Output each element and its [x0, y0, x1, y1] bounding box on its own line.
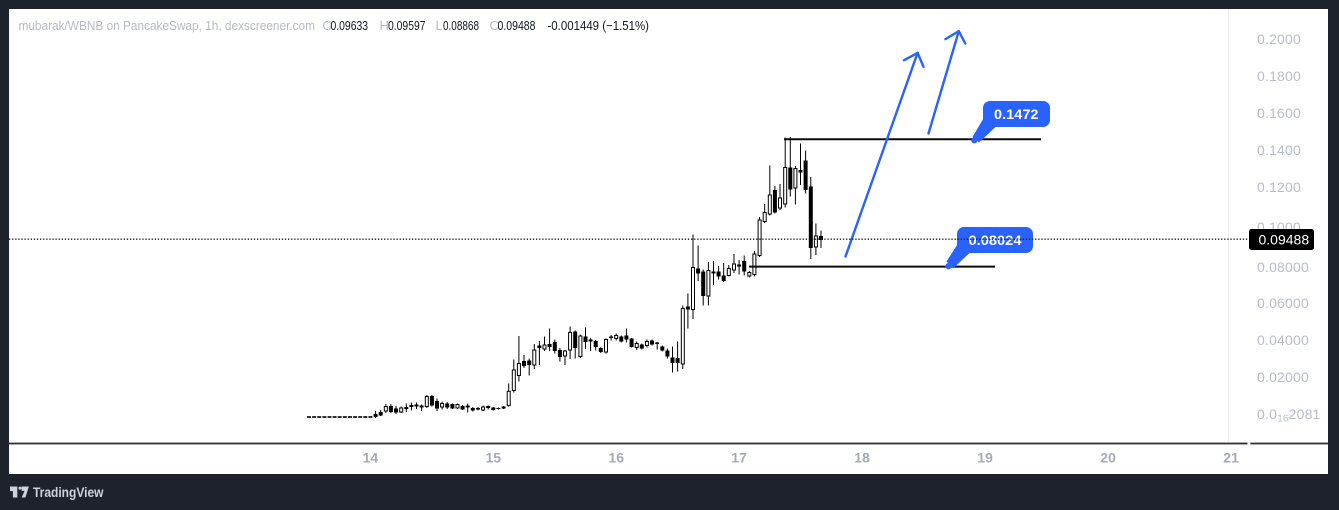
svg-text:TradingView: TradingView: [33, 485, 104, 500]
svg-text:0.1400: 0.1400: [1257, 142, 1301, 158]
svg-text:17: 17: [731, 450, 747, 466]
svg-text:0.08024: 0.08024: [969, 233, 1023, 248]
svg-text:0.09597: 0.09597: [388, 18, 426, 33]
svg-text:C: C: [490, 18, 499, 33]
svg-text:0.1200: 0.1200: [1257, 179, 1301, 195]
svg-text:0.1472: 0.1472: [994, 107, 1039, 122]
svg-text:-0.001449 (−1.51%): -0.001449 (−1.51%): [548, 18, 650, 33]
svg-text:0.09488: 0.09488: [1259, 232, 1310, 248]
svg-text:0.08000: 0.08000: [1257, 259, 1309, 275]
svg-text:L: L: [436, 18, 443, 33]
svg-text:0.2000: 0.2000: [1257, 31, 1301, 47]
svg-text:0.08868: 0.08868: [443, 18, 479, 33]
svg-text:0.09488: 0.09488: [498, 18, 536, 33]
svg-text:0.02000: 0.02000: [1257, 369, 1309, 385]
svg-text:18: 18: [854, 450, 870, 466]
svg-text:19: 19: [977, 450, 993, 466]
svg-text:0.09633: 0.09633: [331, 18, 369, 33]
svg-text:21: 21: [1223, 450, 1239, 466]
svg-text:16: 16: [608, 450, 624, 466]
svg-text:0.1800: 0.1800: [1257, 68, 1301, 84]
svg-text:0.1600: 0.1600: [1257, 105, 1301, 121]
svg-text:0.0162081: 0.0162081: [1257, 406, 1321, 425]
svg-text:H: H: [380, 18, 389, 33]
svg-text:0.04000: 0.04000: [1257, 332, 1309, 348]
svg-text:mubarak/WBNB on PancakeSwap, 1: mubarak/WBNB on PancakeSwap, 1h, dexscre…: [19, 18, 316, 33]
svg-text:15: 15: [486, 450, 502, 466]
svg-text:20: 20: [1100, 450, 1116, 466]
svg-text:O: O: [323, 18, 333, 33]
svg-text:14: 14: [363, 450, 379, 466]
svg-text:0.06000: 0.06000: [1257, 295, 1309, 311]
